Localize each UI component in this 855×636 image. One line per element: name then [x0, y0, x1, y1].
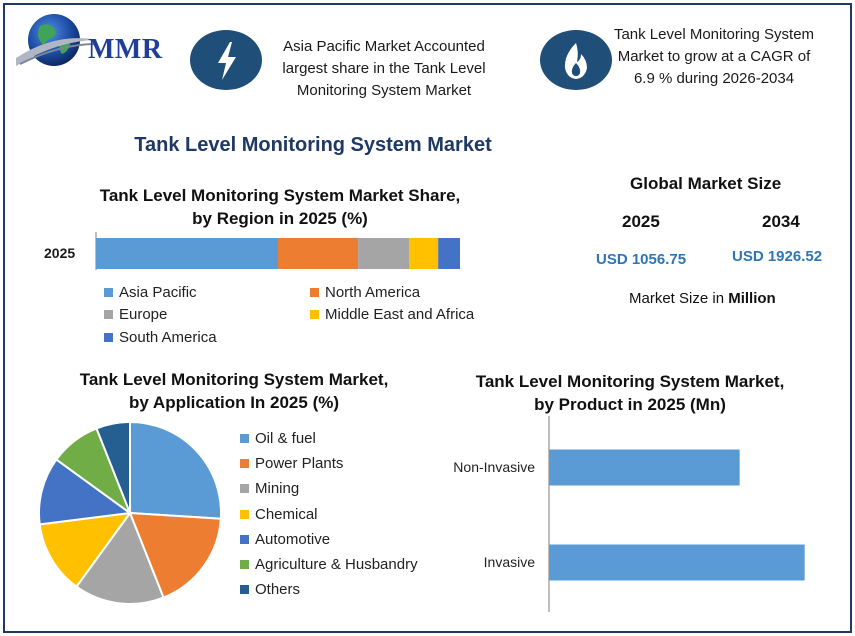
application-legend-item-agriculture-husbandry: Agriculture & Husbandry [240, 556, 418, 573]
product-bar-non-invasive [549, 449, 740, 486]
product-axis-line [548, 416, 550, 612]
legend-swatch [310, 288, 319, 297]
market-size-note: Market Size in Million [629, 290, 776, 307]
region-chart-title-line2: by Region in 2025 (%) [192, 209, 368, 228]
region-bar-segment-asia-pacific [96, 238, 278, 269]
market-size-note-unit: Million [728, 290, 776, 307]
legend-swatch [240, 534, 249, 544]
highlight-left-text: Asia Pacific Market Accounted largest sh… [282, 38, 486, 99]
global-market-title: Global Market Size [630, 174, 782, 193]
region-legend-item-south-america: South America [104, 329, 217, 346]
product-chart-title-line2: by Product in 2025 (Mn) [534, 395, 726, 414]
legend-label: Power Plants [255, 455, 344, 473]
region-legend-item-europe: Europe [104, 306, 167, 323]
region-legend-item-middle-east-and-africa: Middle East and Africa [310, 306, 474, 323]
legend-swatch [104, 310, 113, 319]
legend-swatch [104, 333, 113, 342]
year-end: 2034 [762, 212, 800, 231]
logo-text: MMR [88, 34, 163, 65]
region-chart-title-line1: Tank Level Monitoring System Market Shar… [99, 186, 461, 205]
year-start: 2025 [622, 212, 660, 231]
pie-slice-automotive [38, 458, 133, 526]
legend-swatch [104, 288, 113, 297]
product-chart-title: Tank Level Monitoring System Market, by … [440, 370, 820, 416]
region-bar-segment-south-america [438, 238, 460, 269]
pie-slice-power-plants [128, 511, 222, 599]
legend-label: North America [325, 284, 421, 301]
application-chart-title: Tank Level Monitoring System Market, by … [44, 368, 424, 414]
product-bar-chart [549, 449, 805, 581]
legend-label: Automotive [255, 530, 331, 548]
value-end: USD 1926.52 [732, 248, 823, 265]
application-legend-item-automotive: Automotive [240, 531, 330, 548]
mmr-logo: MMR [10, 10, 180, 80]
region-legend-item-asia-pacific: Asia Pacific [104, 284, 197, 301]
application-pie-chart [38, 420, 222, 605]
legend-label: Oil & fuel [255, 430, 316, 447]
legend-label: Middle East and Africa [325, 306, 475, 323]
pie-slice-mining [75, 510, 165, 605]
legend-label: Chemical [255, 505, 318, 523]
main-title: Tank Level Monitoring System Market [134, 134, 492, 156]
legend-label: Mining [255, 480, 300, 498]
application-legend-item-others: Others [240, 581, 300, 598]
highlight-right-text: Tank Level Monitoring System Market to g… [613, 26, 815, 87]
product-chart-title-line1: Tank Level Monitoring System Market, [475, 372, 785, 391]
application-legend-item-mining: Mining [240, 480, 299, 497]
region-chart-title: Tank Level Monitoring System Market Shar… [70, 184, 490, 230]
product-bar-invasive [549, 544, 805, 581]
legend-label: Europe [119, 306, 168, 323]
application-chart-title-line2: by Application In 2025 (%) [128, 393, 340, 412]
application-legend-item-power-plants: Power Plants [240, 455, 343, 472]
legend-swatch [240, 484, 249, 494]
lightning-bolt-icon [190, 30, 262, 90]
legend-swatch [240, 585, 249, 595]
application-chart-title-line1: Tank Level Monitoring System Market, [79, 370, 389, 389]
legend-label: Agriculture & Husbandry [255, 556, 418, 573]
flame-icon [540, 30, 612, 90]
pie-slice-others [95, 420, 131, 514]
legend-swatch [310, 310, 319, 319]
legend-swatch [240, 459, 249, 469]
legend-swatch [240, 560, 249, 569]
product-category-label-invasive: Invasive [483, 553, 535, 570]
application-legend-item-oil-fuel: Oil & fuel [240, 430, 316, 447]
region-bar-segment-north-america [278, 238, 359, 269]
region-legend-item-north-america: North America [310, 284, 420, 301]
pie-slice-chemical [38, 511, 133, 589]
pie-slice-oil-fuel [129, 420, 222, 520]
legend-label: Others [255, 581, 301, 599]
market-size-note-prefix: Market Size in [629, 290, 729, 307]
legend-swatch [240, 434, 249, 443]
legend-label: Asia Pacific [119, 284, 197, 301]
region-bar-segment-europe [358, 238, 410, 269]
value-start: USD 1056.75 [596, 251, 687, 268]
globe-icon [16, 14, 98, 66]
legend-label: South America [119, 329, 217, 346]
region-bar-segment-middle-east-and-africa [409, 238, 439, 269]
region-stacked-bar [96, 238, 460, 269]
legend-swatch [240, 509, 249, 519]
application-legend-item-chemical: Chemical [240, 506, 318, 523]
product-category-label-non-invasive: Non-Invasive [453, 458, 535, 475]
region-category-label: 2025 [44, 245, 76, 261]
